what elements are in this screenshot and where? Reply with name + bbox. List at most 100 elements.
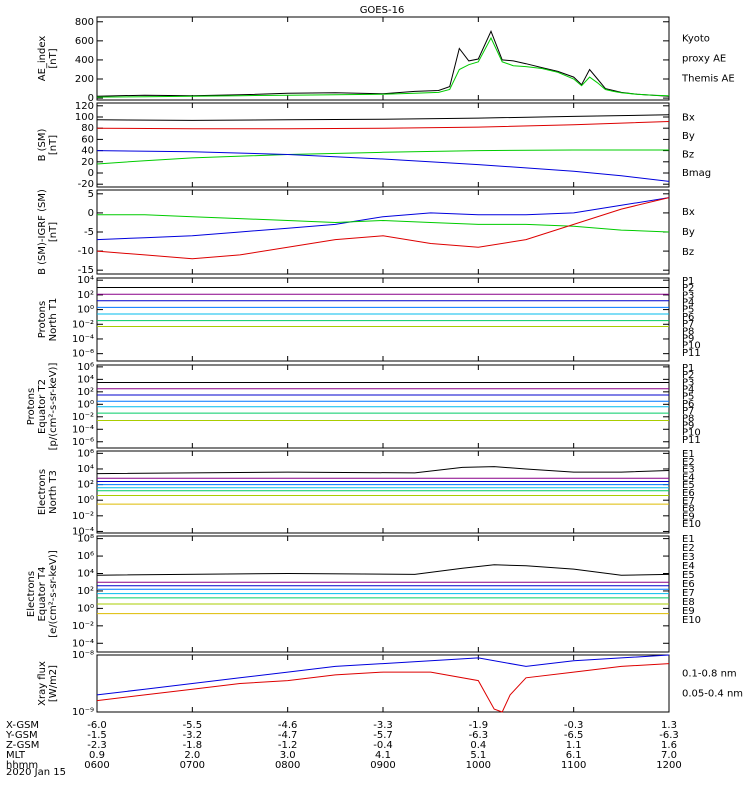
panel-pn: 10⁻⁶ 10⁻⁴ 10⁻² 10⁰ 10² 10⁴ Protons North T1 P1P2… [37,275,701,362]
y-axis-label: B (SM)-IGRF (SM) [37,189,48,275]
y-axis-label: North T1 [48,298,59,342]
y-axis-label: [nT] [48,222,59,242]
legend-entry: Bz [682,247,694,258]
y-tick-label: 10⁴ [77,374,94,385]
y-axis-label: [nT] [48,135,59,155]
y-tick-label: 80 [81,123,94,134]
legend-entry: P7 [682,319,694,330]
y-tick-label: 800 [75,17,94,28]
panel-bdiff: -15 -10 -5 0 5 B (SM)-IGRF (SM) [nT] Bx By Bz [37,189,695,276]
y-tick-label: 10² [77,586,94,597]
y-tick-label: 0 [88,208,94,219]
legend-entry: P11 [682,348,701,359]
legend-entry: 0.1-0.8 nm [682,669,737,680]
legend-entry: P5 [682,305,694,316]
y-axis-label: Equator T2 [37,379,48,434]
coord-value: 1100 [561,760,586,771]
y-tick-label: 10⁻² [72,319,94,330]
coord-value: -6.3 [659,730,679,741]
coord-value: 0.4 [470,740,486,751]
y-tick-label: -15 [78,265,94,276]
y-tick-label: 0 [88,93,94,104]
y-tick-label: 600 [75,36,94,47]
y-axis-label: B (SM) [37,128,48,161]
y-tick-label: 10⁰ [77,305,94,316]
y-axis-label: Equator T4 [37,567,48,622]
coord-value: 1.3 [661,720,677,731]
legend-entry: P3 [682,377,694,388]
legend-entry: P9 [682,333,694,344]
legend-entry: P6 [682,312,694,323]
coord-value: 2.0 [184,750,200,761]
y-axis-label: Xray flux [37,661,48,706]
y-tick-label: 10⁰ [77,399,94,410]
y-tick-label: 10⁻⁴ [72,334,94,345]
y-tick-label: 10⁻² [72,412,94,423]
legend-entry: E4 [682,561,695,572]
coord-value: -1.9 [469,720,489,731]
series-bz [96,197,670,260]
y-axis-label: [p/(cm²-s-sr-keV)] [48,363,59,451]
coord-value: -3.3 [373,720,393,731]
y-tick-label: 10² [77,290,94,301]
time-axis: X-GSM -6.0 -5.5 -4.6 -3.3 -1.9 -0.3 1.3 Y-GSM -1.… [5,720,682,771]
coord-value: -1.5 [87,730,107,741]
coord-value: -2.3 [87,740,107,751]
legend-entry: Bx [682,207,695,218]
coord-value: 6.1 [566,750,582,761]
y-tick-label: 10⁻⁶ [72,437,94,448]
coord-value: 1.1 [566,740,582,751]
legend-entry: P4 [682,385,694,396]
y-tick-label: 10² [77,480,94,491]
legend-entry: P10 [682,428,701,439]
coord-value: -1.8 [183,740,203,751]
legend-entry: Themis AE [681,74,735,85]
y-axis-label: Electrons [37,469,48,515]
coord-value: 0600 [84,760,109,771]
panel-xray: 10⁻⁹ 10⁻⁸ Xray flux [W/m2] 0.1-0.8 nm 0.05-0.… [37,650,743,718]
y-tick-label: 20 [81,157,94,168]
y-tick-label: 10⁻⁴ [72,638,94,649]
legend-entry: By [682,131,695,142]
legend-entry: E6 [682,579,695,590]
y-tick-label: -20 [78,179,94,190]
coord-value: -5.7 [373,730,393,741]
coord-value: 0.9 [89,750,105,761]
coord-value: -0.4 [373,740,393,751]
y-tick-label: 5 [88,189,94,200]
coord-value: -6.5 [564,730,584,741]
chart-title: GOES-16 [360,5,405,16]
panel-frame [96,450,670,534]
panel-frame [96,189,670,275]
coord-value: -5.5 [183,720,203,731]
coord-value: 7.0 [661,750,677,761]
y-tick-label: 10⁴ [77,464,94,475]
panel-ae: 0 200 400 600 800 AE_index [nT] Kyoto proxy AE Th… [37,16,735,104]
coord-row-label: hhmm [6,760,38,771]
coord-value: 1200 [656,760,681,771]
legend-entry: E7 [682,588,695,599]
legend-entry: 0.05-0.4 nm [682,689,743,700]
series-0-05-0-4-nm [96,654,670,696]
y-tick-label: 10² [77,387,94,398]
legend-entry: E5 [682,480,695,491]
y-tick-label: 400 [75,55,94,66]
y-axis-label: North T3 [48,470,59,514]
legend-entry: E9 [682,606,695,617]
legend-entry: P6 [682,399,694,410]
panel-frame [96,16,670,101]
y-axis-label: [e/(cm²-s-sr-keV)] [48,550,59,638]
legend-entry: P9 [682,420,694,431]
coord-value: 0700 [180,760,205,771]
coord-row-label: X-GSM [6,720,39,731]
y-tick-label: 10⁻⁸ [72,650,94,661]
legend-entry: By [682,227,695,238]
legend-entry: P1 [682,276,694,287]
panel-ee: 10⁻⁴ 10⁻² 10⁰ 10² 10⁴ 10⁶ 10⁸ Electrons Equator … [26,534,701,653]
legend-entry: P2 [682,370,694,381]
series-bmag [96,114,670,121]
legend-entry: E2 [682,543,695,554]
